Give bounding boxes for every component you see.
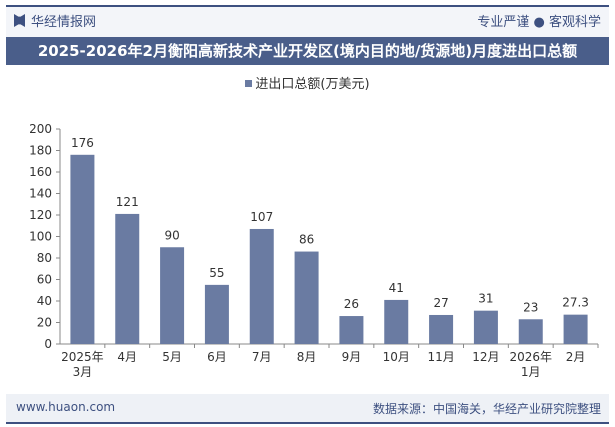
bar <box>518 319 543 344</box>
brand-name: 华经情报网 <box>31 15 97 30</box>
footer-bar <box>6 394 609 422</box>
slogan: 专业严谨 ● 客观科学 <box>477 15 601 30</box>
data-source: 数据来源：中国海关，华经产业研究院整理 <box>372 402 601 416</box>
data-label: 90 <box>164 228 179 242</box>
data-label: 26 <box>344 297 359 311</box>
y-tick-label: 0 <box>44 337 52 351</box>
data-label: 23 <box>523 300 538 314</box>
x-tick-label: 3月 <box>73 365 93 379</box>
data-label: 55 <box>209 266 224 280</box>
bar <box>384 299 409 344</box>
data-label: 107 <box>250 210 273 224</box>
legend-swatch <box>245 80 253 87</box>
x-tick-label: 1月 <box>521 365 541 379</box>
bottom-border <box>6 422 609 424</box>
x-tick-label: 9月 <box>342 350 362 364</box>
bar <box>249 228 274 344</box>
data-label: 27 <box>433 296 448 310</box>
y-tick-label: 20 <box>37 316 52 330</box>
x-tick-label: 5月 <box>162 350 182 364</box>
x-tick-label: 2025年 <box>61 350 104 364</box>
top-border <box>6 5 609 7</box>
bar <box>563 314 588 344</box>
y-tick-label: 200 <box>29 122 52 136</box>
website-link[interactable]: www.huaon.com <box>16 400 116 414</box>
x-tick-label: 11月 <box>427 350 454 364</box>
bar <box>115 213 140 344</box>
x-tick-label: 6月 <box>207 350 227 364</box>
data-label: 121 <box>116 195 139 209</box>
data-label: 86 <box>299 233 314 247</box>
y-tick-label: 140 <box>29 187 52 201</box>
legend: 进出口总额(万美元) <box>0 73 615 92</box>
legend-label: 进出口总额(万美元) <box>255 77 370 92</box>
y-tick-label: 60 <box>37 273 52 287</box>
data-label: 27.3 <box>562 296 589 310</box>
x-tick-label: 12月 <box>472 350 499 364</box>
bar <box>204 284 229 344</box>
bar <box>473 310 498 344</box>
brand-logo: 华经情报网 <box>14 11 96 30</box>
bar <box>160 247 185 344</box>
y-tick-label: 120 <box>29 208 52 222</box>
bar <box>339 316 364 344</box>
data-label: 31 <box>478 292 493 306</box>
x-tick-label: 10月 <box>383 350 410 364</box>
x-tick-label: 4月 <box>117 350 137 364</box>
bar <box>429 314 454 344</box>
y-tick-label: 40 <box>37 294 52 308</box>
y-tick-label: 100 <box>29 230 52 244</box>
x-tick-label: 8月 <box>297 350 317 364</box>
data-label: 176 <box>71 136 94 150</box>
x-tick-label: 2026年 <box>509 350 552 364</box>
x-tick-label: 2月 <box>566 350 586 364</box>
chart-title: 2025-2026年2月衡阳高新技术产业开发区(境内目的地/货源地)月度进出口总… <box>6 37 609 65</box>
bar <box>294 251 319 344</box>
data-label: 41 <box>389 281 404 295</box>
y-tick-label: 80 <box>37 251 52 265</box>
logo-icon <box>14 14 25 27</box>
x-tick-label: 7月 <box>252 350 272 364</box>
y-tick-label: 180 <box>29 144 52 158</box>
bar <box>70 154 95 344</box>
header-bar <box>6 7 609 37</box>
y-tick-label: 160 <box>29 165 52 179</box>
